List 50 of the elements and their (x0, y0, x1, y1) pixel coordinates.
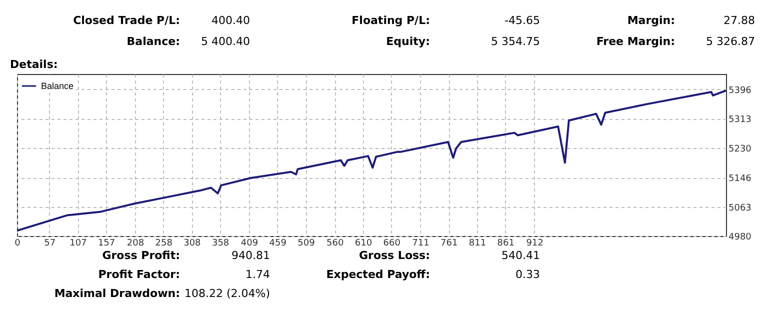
text: Equity: (385, 35, 430, 48)
text: 0.33 (514, 268, 540, 281)
y-tick-label: 5313 (728, 115, 752, 126)
text: 1.74 (244, 268, 270, 281)
x-tick-label: 811 (468, 238, 486, 248)
x-tick-label: 509 (298, 238, 316, 248)
text: -45.65 (504, 14, 540, 27)
text: Free Margin: (595, 35, 675, 48)
text: Expected Payoff: (325, 268, 430, 281)
x-tick-label: 660 (383, 238, 401, 248)
x-tick-label: 610 (354, 238, 372, 248)
y-tick-label: 5230 (728, 144, 752, 154)
text: 108.22 (2.04%) (183, 287, 270, 300)
text: Margin: (626, 14, 675, 27)
x-tick-label: 560 (326, 238, 344, 248)
x-tick-label: 208 (126, 238, 144, 248)
text: 400.40 (210, 14, 250, 27)
x-tick-label: 0 (14, 238, 21, 248)
x-tick-label: 912 (526, 238, 544, 248)
text: 540.41 (500, 249, 540, 262)
x-tick-label: 308 (184, 238, 202, 248)
x-tick-label: 711 (412, 238, 430, 248)
x-tick-label: 358 (212, 238, 230, 248)
text: 5 354.75 (490, 35, 540, 48)
y-tick-label: 4980 (728, 232, 752, 242)
text: 5 326.87 (705, 35, 755, 48)
x-tick-label: 57 (44, 238, 56, 248)
text: 5 400.40 (200, 35, 250, 48)
x-tick-label: 761 (440, 238, 458, 248)
line-series (17, 90, 726, 232)
chart-title: Details: (10, 58, 59, 73)
text: Gross Profit: (101, 249, 180, 262)
x-tick-label: 157 (98, 238, 116, 248)
x-tick-label: 107 (70, 238, 87, 248)
text: 27.88 (722, 14, 755, 27)
text: Closed Trade P/L: (72, 14, 180, 27)
text: Floating P/L: (350, 14, 430, 27)
y-tick-label: 5063 (728, 203, 752, 214)
text: Profit Factor: (97, 268, 180, 281)
text: 940.81 (230, 249, 270, 262)
legend-label: Balance (41, 81, 74, 91)
x-tick-label: 258 (155, 238, 173, 248)
x-tick-label: 459 (269, 238, 287, 248)
x-tick-label: 861 (497, 238, 514, 248)
text: Gross Loss: (358, 249, 430, 262)
x-tick-label: 409 (240, 238, 258, 248)
y-tick-label: 5396 (728, 86, 752, 96)
text: Maximal Drawdown: (53, 287, 180, 300)
y-tick-label: 5146 (728, 174, 752, 184)
text: Balance: (126, 35, 180, 48)
